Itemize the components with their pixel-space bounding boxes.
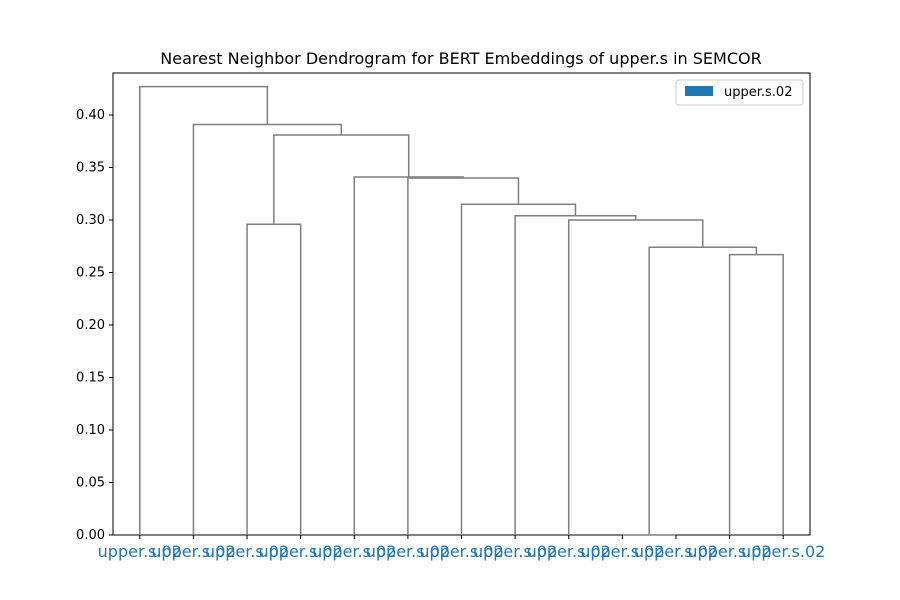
dendrogram-link xyxy=(728,253,784,535)
leaf-label: upper.s.02 xyxy=(205,542,289,561)
x-axis: upper.s.02upper.s.02upper.s.02upper.s.02… xyxy=(98,535,825,561)
y-tick-label: 0.35 xyxy=(76,161,105,176)
dendrogram-link xyxy=(567,219,704,535)
legend-label: upper.s.02 xyxy=(724,85,792,100)
y-tick-label: 0.25 xyxy=(76,266,105,281)
legend: upper.s.02 xyxy=(675,79,804,106)
leaf-label: upper.s.02 xyxy=(634,542,718,561)
y-tick-label: 0.00 xyxy=(76,528,105,543)
dendrogram-link xyxy=(514,215,637,535)
leaf-label: upper.s.02 xyxy=(473,542,557,561)
dendrogram-links xyxy=(139,85,784,536)
legend-patch xyxy=(685,86,713,96)
leaf-label: upper.s.02 xyxy=(98,542,182,561)
dendrogram-link xyxy=(460,203,577,535)
leaf-label: upper.s.02 xyxy=(259,542,343,561)
dendrogram-link xyxy=(648,246,758,535)
y-tick-label: 0.20 xyxy=(76,318,105,333)
y-tick-label: 0.05 xyxy=(76,476,105,491)
leaf-label: upper.s.02 xyxy=(419,542,503,561)
y-tick-label: 0.40 xyxy=(76,108,105,123)
leaf-label: upper.s.02 xyxy=(527,542,611,561)
y-tick-label: 0.15 xyxy=(76,371,105,386)
leaf-label: upper.s.02 xyxy=(741,542,825,561)
dendrogram-link xyxy=(273,134,410,225)
leaf-label: upper.s.02 xyxy=(580,542,664,561)
leaf-label: upper.s.02 xyxy=(687,542,771,561)
chart-title: Nearest Neighbor Dendrogram for BERT Emb… xyxy=(160,49,761,68)
dendrogram-link xyxy=(192,123,343,535)
leaf-label: upper.s.02 xyxy=(151,542,235,561)
dendrogram-link xyxy=(407,177,520,535)
dendrogram-link xyxy=(353,176,464,535)
y-tick-label: 0.30 xyxy=(76,213,105,228)
leaf-label: upper.s.02 xyxy=(312,542,396,561)
dendrogram-link xyxy=(246,223,302,535)
y-axis: 0.00 0.05 0.10 0.15 0.20 0.25 0.30 0.35 0.40 xyxy=(76,108,113,543)
dendrogram-link xyxy=(139,85,269,535)
y-tick-label: 0.10 xyxy=(76,423,105,438)
leaf-label: upper.s.02 xyxy=(366,542,450,561)
